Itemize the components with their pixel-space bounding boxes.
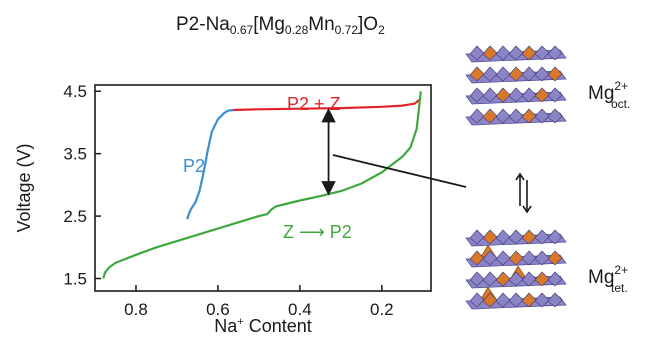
equilibrium-arrows — [515, 172, 532, 214]
x-tick-label: 0.4 — [288, 300, 312, 319]
axis-ticks: 0.8 0.6 0.4 0.2 1.5 2.5 3.5 4.5 — [63, 82, 393, 319]
mn-octahedron — [547, 292, 563, 308]
x-tick-label: 0.8 — [124, 300, 148, 319]
label-z-to-p2: Z ⟶ P2 — [283, 222, 352, 242]
x-tick-label: 0.2 — [370, 300, 394, 319]
mn-octahedron — [547, 271, 563, 287]
series-group — [102, 91, 422, 279]
y-tick-label: 3.5 — [63, 145, 87, 164]
series-line-0 — [186, 108, 234, 220]
mg-tetrahedral-label: Mg2+ tet. — [588, 263, 628, 295]
plot-area — [94, 84, 432, 292]
mg-polyhedron — [547, 66, 563, 82]
series-line-1 — [233, 97, 422, 112]
y-tick-label: 1.5 — [63, 270, 87, 289]
mn-octahedron — [547, 45, 563, 61]
mg-polyhedron — [547, 250, 563, 266]
series-line-2 — [102, 91, 422, 279]
label-p2: P2 — [183, 156, 205, 176]
mn-octahedron — [547, 108, 563, 124]
structure-mg-octahedral — [465, 45, 567, 126]
chart-title: P2-Na0.67[Mg0.28Mn0.72]O2 — [176, 14, 385, 37]
pointer-line — [332, 154, 467, 188]
mn-octahedron — [547, 229, 563, 245]
structure-mg-tetrahedral — [465, 229, 567, 310]
y-tick-label: 2.5 — [63, 207, 87, 226]
y-axis-label: Voltage (V) — [14, 143, 34, 232]
y-tick-label: 4.5 — [63, 82, 87, 101]
x-axis-label: Na+ Content — [214, 316, 312, 336]
mn-octahedron — [547, 87, 563, 103]
mg-octahedral-label: Mg2+ oct. — [588, 79, 630, 111]
label-p2-plus-z: P2 + Z — [287, 94, 341, 114]
x-tick-label: 0.6 — [206, 300, 230, 319]
